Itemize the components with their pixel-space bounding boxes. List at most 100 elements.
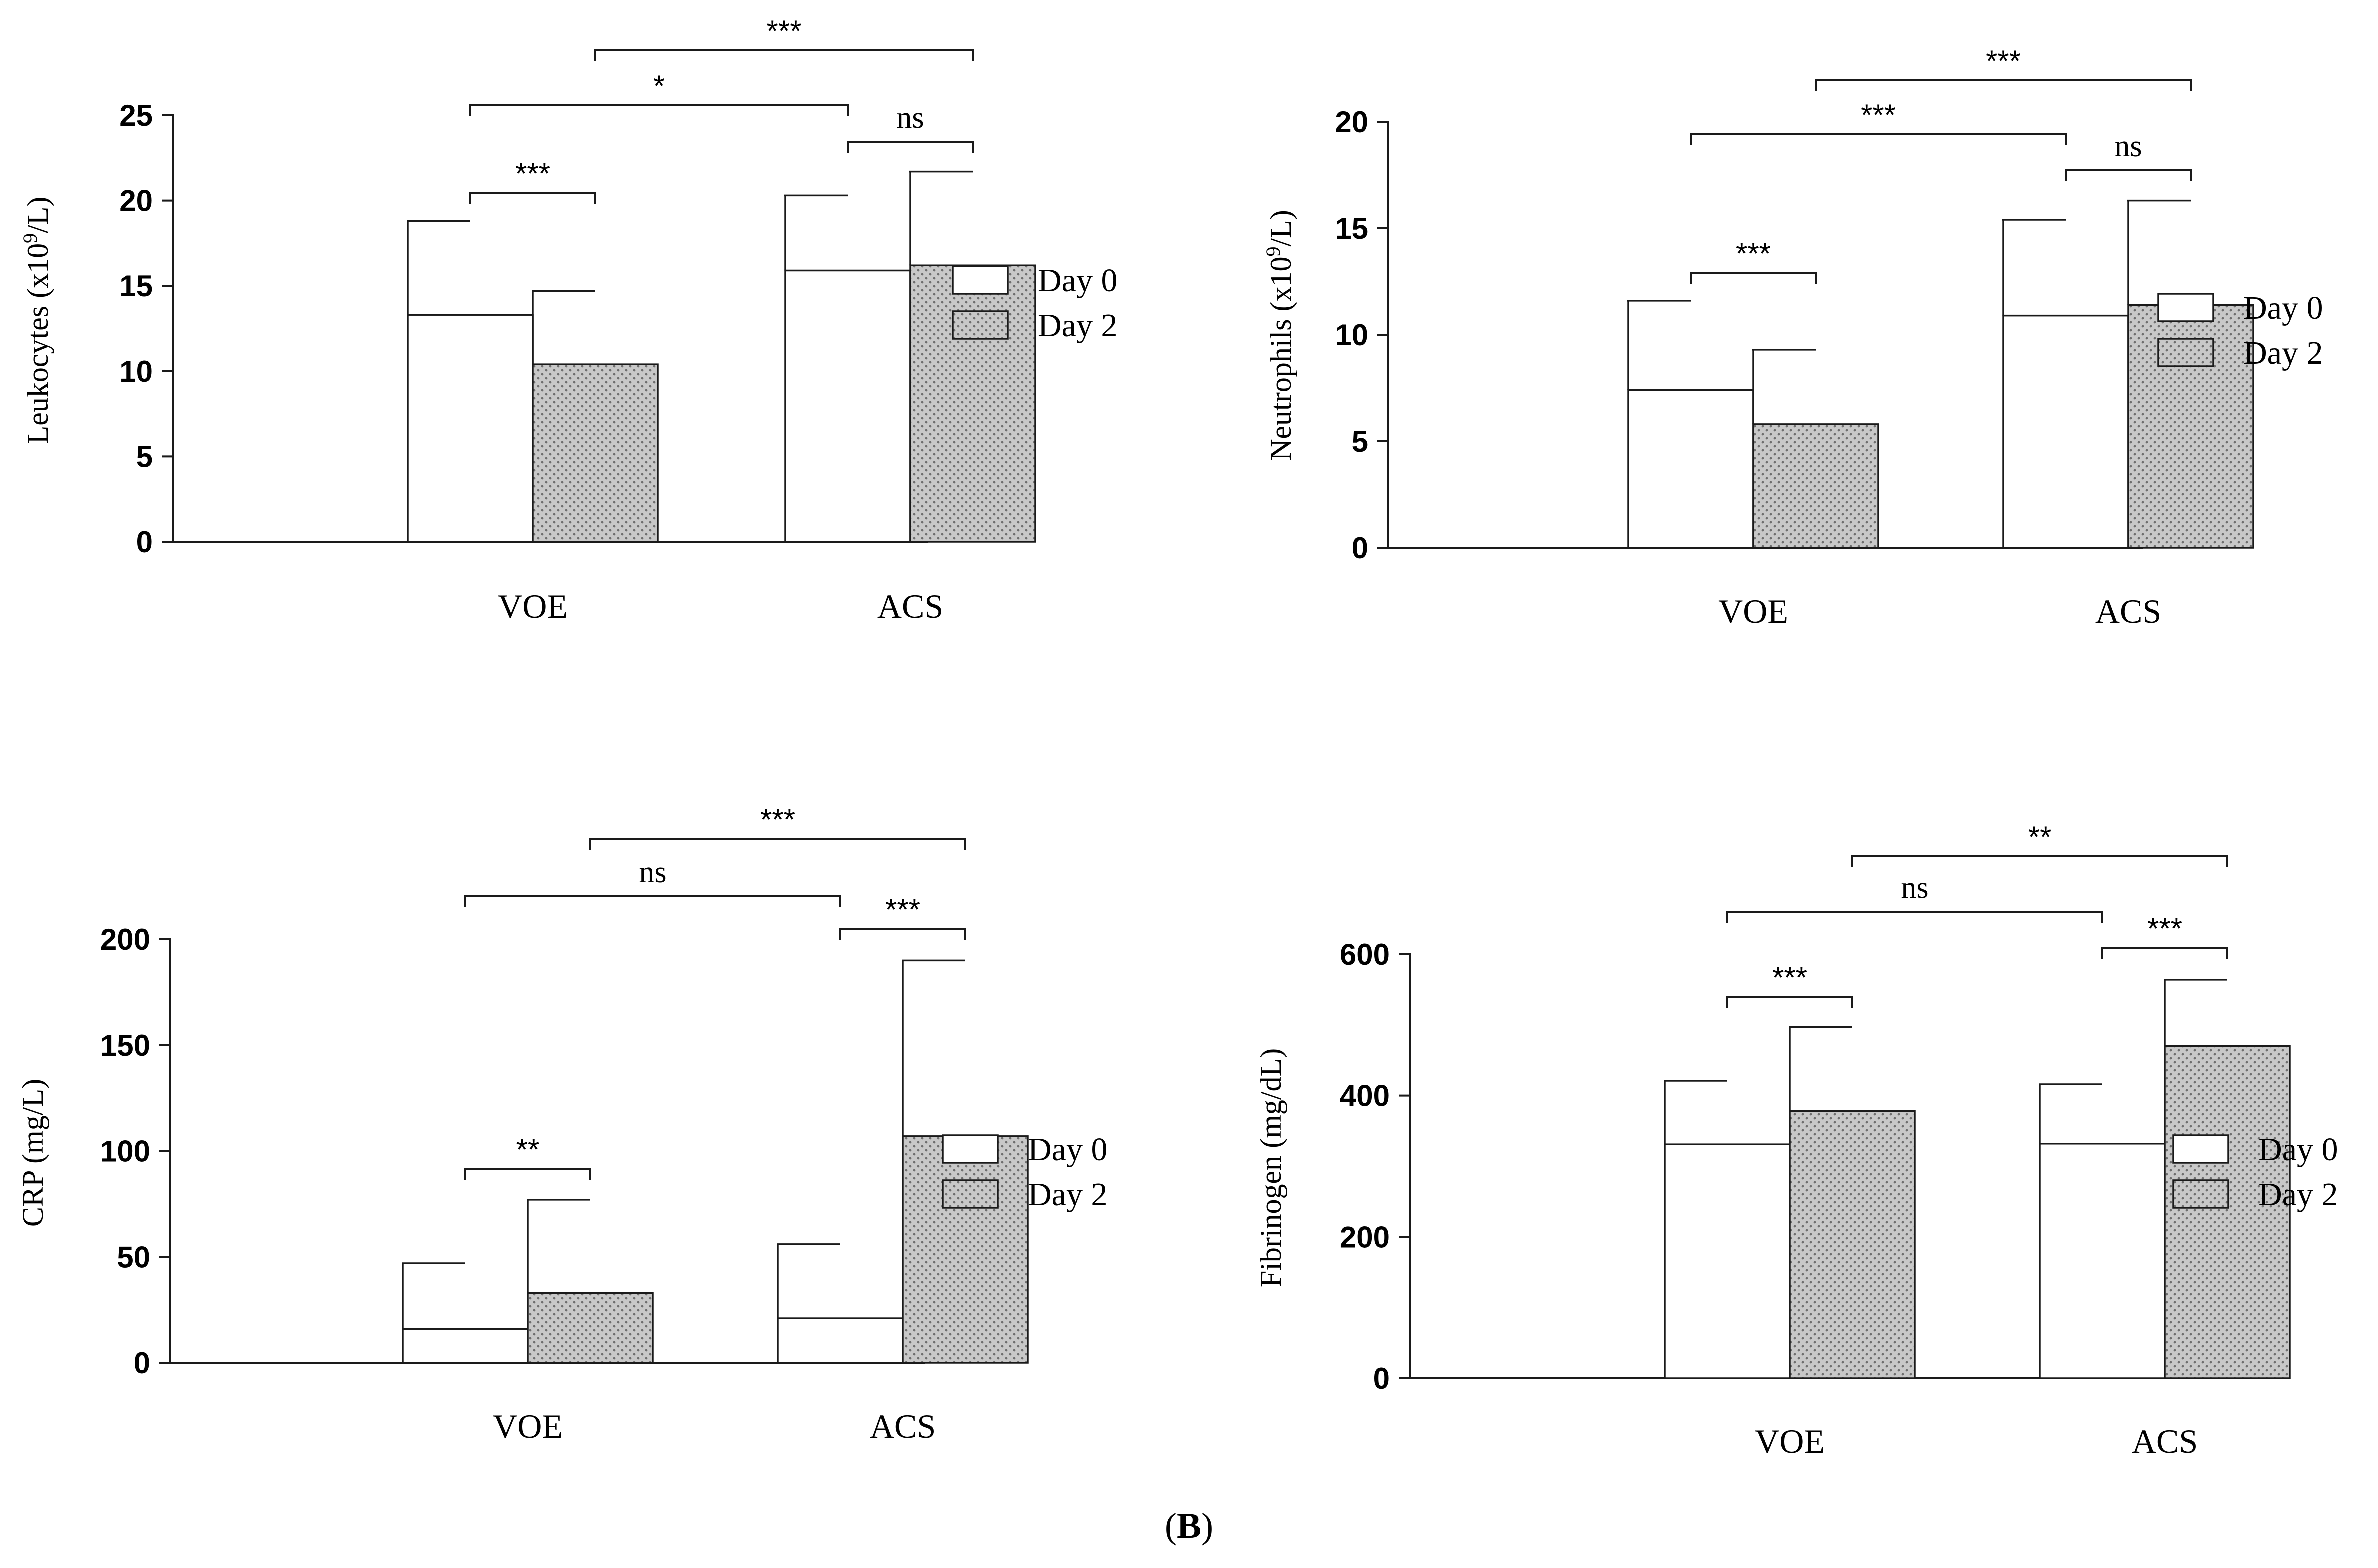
y-tick-label: 200 (1340, 1220, 1390, 1254)
legend-label: Day 0 (1038, 262, 1117, 299)
y-tick-label: 0 (136, 525, 153, 559)
significance-label: *** (515, 157, 550, 190)
x-category-label: ACS (870, 1407, 936, 1445)
bar-acs-day2 (2164, 1045, 2291, 1379)
significance-label: *** (1772, 961, 1807, 994)
y-axis-label: CRP (mg/L) (16, 1079, 49, 1227)
bar-acs-day0 (784, 269, 911, 543)
bar-voe-day0 (402, 1328, 529, 1364)
bar-voe-day0 (1664, 1143, 1791, 1379)
significance-bracket (1851, 855, 2228, 867)
legend-swatch-day0 (952, 265, 1009, 295)
y-tick-label: 5 (136, 440, 153, 473)
legend-swatch-day0 (2157, 293, 2214, 322)
legend-swatch-day0 (942, 1134, 999, 1164)
significance-bracket (1726, 996, 1853, 1008)
significance-bracket (589, 838, 966, 850)
y-axis-label: Fibrinogen (mg/dL) (1254, 1048, 1287, 1287)
y-tick-label: 20 (1335, 105, 1368, 139)
significance-label: *** (2147, 912, 2182, 945)
significance-label: *** (1736, 237, 1771, 270)
y-axis-label: Neutrophils (x109/L) (1262, 210, 1298, 461)
x-category-label: VOE (1718, 592, 1788, 630)
significance-bracket (469, 104, 849, 116)
legend-label: Day 2 (2258, 1176, 2338, 1213)
significance-bracket (1690, 272, 1817, 284)
x-category-label: ACS (877, 587, 943, 625)
bar-acs-day2 (902, 1135, 1029, 1364)
y-tick-label: 15 (1335, 212, 1368, 245)
significance-bracket (1690, 133, 2067, 145)
bar-acs-day0 (2039, 1143, 2166, 1379)
significance-bracket (1726, 911, 2103, 923)
significance-bracket (464, 895, 841, 907)
bar-voe-day2 (1789, 1110, 1916, 1379)
y-tick-label: 100 (100, 1135, 150, 1168)
significance-label: *** (1861, 98, 1896, 132)
legend-label: Day 0 (2258, 1131, 2338, 1168)
y-tick-label: 0 (1373, 1362, 1390, 1395)
y-tick-label: 25 (119, 99, 153, 132)
y-tick-label: 50 (117, 1240, 150, 1274)
significance-label: *** (1986, 44, 2021, 78)
chart-panel-2: 0 5 10 15 20 Neutrophils (x109/L) VOE ACS *** ns *… (1262, 44, 2323, 630)
bar-voe-day2 (1752, 423, 1879, 549)
y-tick-label: 600 (1340, 938, 1390, 971)
legend-label: Day 0 (1028, 1131, 1107, 1168)
significance-bracket (847, 141, 974, 153)
legend-label: Day 2 (2243, 335, 2323, 371)
bar-voe-day2 (532, 363, 659, 543)
y-tick-label: 0 (134, 1346, 150, 1380)
significance-bracket (464, 1168, 591, 1180)
legend-swatch-day0 (2172, 1134, 2229, 1164)
y-tick-label: 400 (1340, 1079, 1390, 1113)
x-category-label: VOE (1755, 1422, 1825, 1460)
y-tick-label: 15 (119, 269, 153, 303)
bar-voe-day0 (407, 314, 534, 543)
bar-voe-day0 (1627, 389, 1754, 549)
y-tick-label: 5 (1352, 425, 1368, 458)
significance-label: *** (766, 14, 801, 48)
bar-acs-day0 (2002, 314, 2129, 549)
bar-acs-day0 (777, 1317, 904, 1364)
legend-swatch-day2 (942, 1179, 999, 1209)
y-tick-label: 10 (1335, 318, 1368, 352)
figure-label: (B) (1165, 1506, 1213, 1546)
significance-label: *** (760, 803, 795, 836)
legend-swatch-day2 (952, 310, 1009, 340)
x-category-label: ACS (2132, 1422, 2198, 1460)
significance-label: *** (885, 893, 920, 926)
y-tick-label: 0 (1352, 531, 1368, 565)
x-category-label: VOE (498, 587, 568, 625)
significance-label: ns (639, 855, 666, 889)
x-category-label: VOE (493, 1407, 563, 1445)
significance-label: ns (2114, 129, 2142, 163)
bar-acs-day2 (909, 264, 1036, 543)
significance-bracket (2101, 947, 2228, 959)
significance-label: ** (2028, 820, 2052, 854)
y-tick-label: 20 (119, 184, 153, 218)
x-category-label: ACS (2095, 592, 2161, 630)
significance-label: ns (1901, 871, 1928, 905)
y-tick-label: 150 (100, 1029, 150, 1062)
significance-bracket (2065, 169, 2192, 181)
y-tick-label: 10 (119, 355, 153, 388)
significance-bracket (839, 928, 966, 940)
significance-bracket (594, 49, 974, 61)
legend-swatch-day2 (2157, 338, 2214, 367)
bar-voe-day2 (527, 1292, 654, 1364)
legend-swatch-day2 (2172, 1179, 2229, 1209)
significance-bracket (1815, 79, 2192, 91)
legend-label: Day 2 (1028, 1176, 1107, 1213)
significance-label: * (653, 69, 665, 103)
legend-label: Day 2 (1038, 307, 1117, 344)
significance-label: ns (896, 101, 924, 135)
significance-bracket (469, 192, 596, 204)
y-tick-label: 200 (100, 923, 150, 956)
legend-label: Day 0 (2243, 290, 2323, 326)
chart-panel-1: 0 5 10 15 20 25 Leukocytes (x109/L) VOE ACS *** ns… (19, 14, 1118, 625)
y-axis-label: Leukocytes (x109/L) (19, 197, 55, 444)
